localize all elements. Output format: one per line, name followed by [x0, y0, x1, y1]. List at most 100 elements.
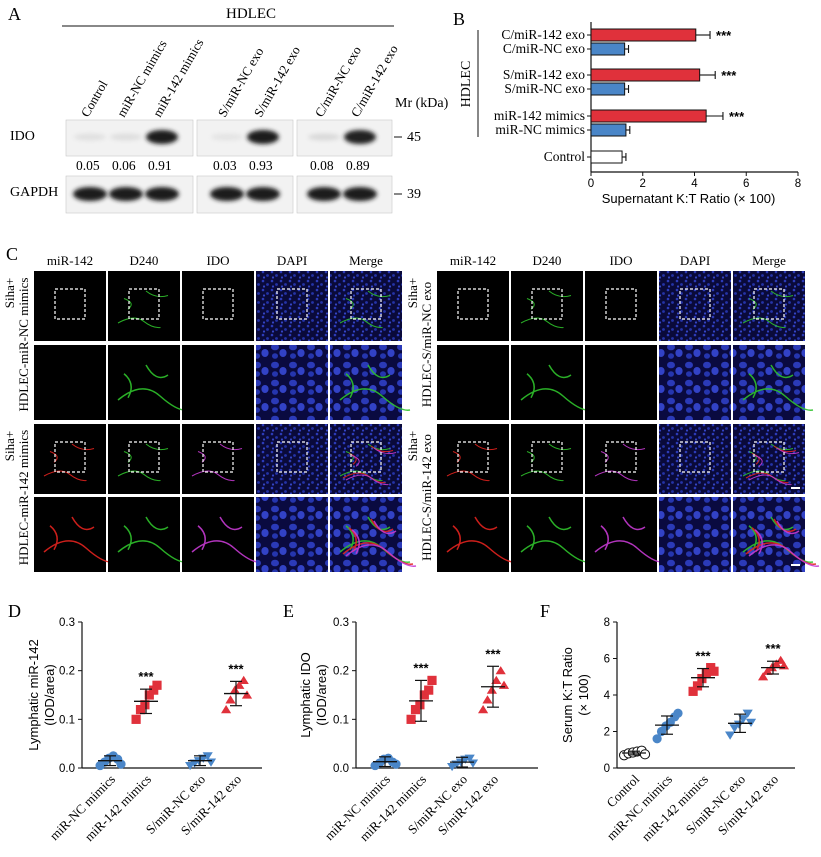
zoom-region-box: [54, 441, 86, 473]
micrograph-tile: [256, 345, 328, 420]
ido-band: [146, 130, 178, 144]
zoom-region-box: [128, 441, 160, 473]
micrograph-tile: [437, 424, 509, 494]
y-tick-label: 0: [604, 763, 610, 775]
bar-category-label: C/miR-142 exo: [501, 27, 585, 42]
data-point: [482, 695, 493, 704]
data-point: [673, 708, 683, 718]
blot-title: HDLEC: [226, 6, 276, 22]
micrograph-tile: [330, 424, 402, 494]
stain-signal: [345, 520, 417, 567]
micrograph-tile: [511, 424, 583, 494]
data-point: [152, 680, 162, 690]
data-point: [709, 666, 719, 676]
zoom-region-box: [679, 441, 711, 473]
bar: [590, 150, 623, 164]
channel-header: D240: [533, 253, 562, 268]
stain-signal: [748, 520, 820, 567]
micrograph-tile: [108, 271, 180, 341]
y-tick-label: 8: [604, 617, 610, 629]
micrograph-tile: [256, 497, 328, 572]
zoom-region-box: [753, 441, 785, 473]
kt-ratio-bar-chart: 0 2 4 6 8 Supernatant K:T Ratio (× 100) HDLEC C…: [459, 22, 801, 206]
lane-label: Control: [78, 77, 111, 119]
zoom-region-box: [276, 288, 308, 320]
significance-mark: ***: [413, 660, 429, 675]
band-quantification: 0.05 0.06 0.91 0.03 0.93 0.08 0.89: [76, 158, 370, 173]
zoom-region-box: [202, 441, 234, 473]
data-point: [639, 749, 651, 760]
data-point: [652, 734, 662, 744]
zoom-region-box: [202, 288, 234, 320]
data-point: [241, 690, 253, 699]
band-value: 0.05: [76, 158, 100, 173]
micrograph-tile: [182, 424, 254, 494]
micrograph-tile: [585, 497, 657, 572]
ido-band: [308, 133, 340, 141]
mw-gapdh: 39: [407, 187, 421, 202]
significance-mark: ***: [228, 661, 244, 676]
panel-label-b: B: [453, 9, 465, 29]
data-point: [140, 700, 150, 710]
gapdh-band: [210, 187, 244, 201]
panel-label-f: F: [540, 601, 550, 621]
data-point: [424, 685, 434, 695]
micrograph-tile: [182, 497, 254, 572]
significance-mark: ***: [765, 641, 781, 656]
data-point: [729, 724, 740, 733]
data-point: [495, 666, 506, 675]
micrograph-tile: [108, 424, 180, 494]
stain-signal: [117, 364, 189, 411]
data-point: [234, 680, 245, 689]
band-value: 0.03: [213, 158, 237, 173]
zoom-region-box: [605, 441, 637, 473]
micrograph-tile: [511, 497, 583, 572]
x-tick-label: 4: [691, 178, 698, 190]
zoom-region-box: [605, 288, 637, 320]
y-axis-title: Lymphatic IDO: [298, 652, 313, 738]
data-point: [486, 685, 497, 694]
group-name: HDLEC-S/miR-142 exo: [419, 434, 434, 561]
gapdh-band: [246, 187, 280, 201]
channel-header: miR-142: [450, 253, 496, 268]
data-point: [692, 681, 703, 691]
data-point: [775, 655, 786, 664]
bar-category-label: miR-NC mimics: [495, 122, 585, 137]
panel-label-e: E: [283, 601, 294, 621]
ido-band: [344, 130, 376, 144]
bar: [590, 123, 627, 137]
y-tick-label: 6: [604, 654, 610, 666]
panel-label-c: C: [6, 244, 18, 264]
data-point: [135, 705, 146, 715]
band-value: 0.91: [148, 158, 172, 173]
micrograph-tile: [330, 271, 402, 341]
zoom-region-box: [54, 288, 86, 320]
data-point: [467, 759, 479, 768]
bar-category-label: S/miR-NC exo: [504, 81, 585, 96]
y-tick-label: 0.0: [333, 763, 349, 775]
y-tick-label: 0.0: [59, 763, 75, 775]
y-tick-label: 0.1: [59, 714, 75, 726]
stain-signal: [117, 516, 189, 563]
micrograph-tile: [585, 345, 657, 420]
data-point: [205, 758, 217, 767]
data-point: [498, 680, 510, 689]
data-point: [758, 672, 769, 681]
group-prefix: Siha+: [2, 278, 17, 308]
stain-signal: [345, 447, 397, 486]
zoom-region-box: [276, 441, 308, 473]
micrograph-tile: [437, 497, 509, 572]
channel-header: Merge: [349, 253, 383, 268]
data-point: [225, 695, 236, 704]
stain-signal: [43, 516, 115, 563]
micrograph-tile: [659, 345, 731, 420]
data-point: [406, 714, 416, 724]
channel-header: miR-142: [47, 253, 93, 268]
bar-category-label: S/miR-142 exo: [503, 67, 585, 82]
y-tick-label: 0.2: [59, 666, 75, 678]
micrograph-tile: [437, 271, 509, 341]
y-tick-label: 2: [604, 727, 610, 739]
